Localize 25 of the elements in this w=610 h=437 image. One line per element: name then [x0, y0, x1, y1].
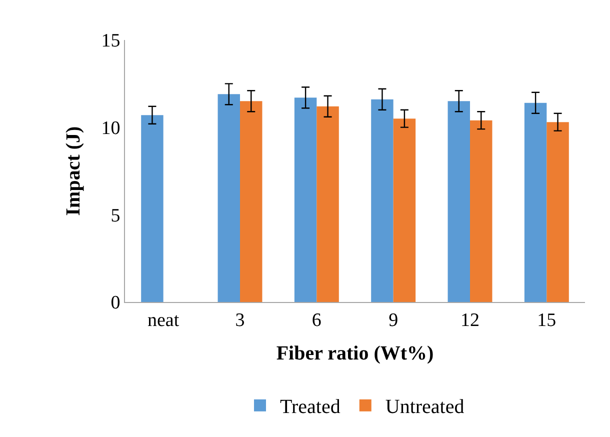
x-axis-title: Fiber ratio (Wt%)	[276, 342, 434, 364]
x-tick-label: neat	[148, 310, 180, 331]
y-tick-label: 15	[101, 30, 120, 52]
bar	[240, 101, 262, 302]
x-tick-label: 15	[537, 310, 556, 331]
y-tick-label: 0	[110, 292, 120, 314]
y-tick-label: 5	[110, 205, 120, 226]
bar	[448, 101, 470, 302]
y-tick-label: 10	[101, 118, 120, 139]
bar	[316, 106, 339, 302]
x-tick-label: 6	[312, 310, 322, 331]
legend-label: Treated	[280, 396, 340, 418]
bar	[546, 122, 569, 302]
bar	[141, 115, 164, 302]
bar	[393, 118, 416, 302]
x-tick-label: 12	[460, 310, 480, 331]
bar	[470, 120, 492, 302]
x-tick-label: 9	[388, 310, 398, 331]
bar	[218, 94, 240, 302]
y-axis-title: Impact (J)	[62, 126, 85, 216]
x-tick-label: 3	[235, 310, 245, 331]
bar	[294, 98, 317, 302]
bar	[524, 102, 547, 302]
legend-label: Untreated	[385, 396, 464, 418]
bar	[371, 99, 394, 302]
